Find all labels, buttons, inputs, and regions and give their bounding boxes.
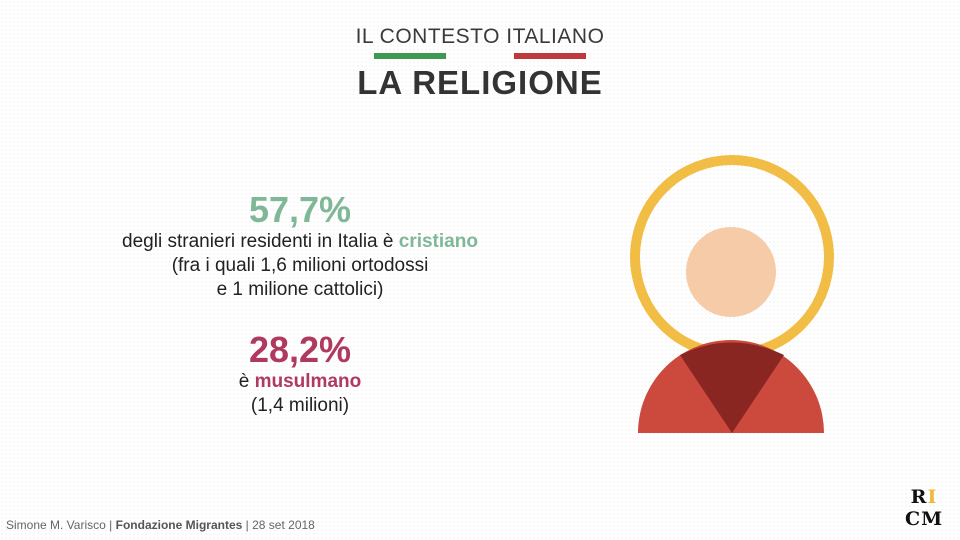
stat-percent: 57,7% <box>248 189 352 230</box>
stat-text: è <box>238 371 255 392</box>
stat-detail: (fra i quali 1,6 milioni ortodossi <box>171 255 429 276</box>
page-title: LA RELIGIONE <box>357 64 603 101</box>
author-name: Simone M. Varisco <box>6 518 106 532</box>
stat-highlight: musulmano <box>254 371 362 392</box>
logo-letter: R <box>910 486 928 508</box>
footer-date: 28 set 2018 <box>252 518 315 532</box>
stat-christian: 57,7% degli stranieri residenti in Itali… <box>100 190 500 302</box>
flag-bar-red <box>514 53 586 59</box>
organization-name: Fondazione Migrantes <box>115 518 243 532</box>
stat-detail: (1,4 milioni) <box>250 395 350 416</box>
stat-detail: e 1 milione cattolici) <box>216 279 384 300</box>
footer-separator: | <box>109 518 113 532</box>
section-kicker: IL CONTESTO ITALIANO <box>355 25 605 48</box>
footer-separator: | <box>245 518 249 532</box>
stat-text: degli stranieri residenti in Italia è <box>122 231 399 252</box>
stat-description: è musulmano <box>100 370 500 394</box>
head <box>686 227 776 317</box>
stat-highlight: cristiano <box>398 231 478 252</box>
logo-letters: CM <box>905 508 944 530</box>
footer-credits: Simone M. Varisco | Fondazione Migrantes… <box>6 518 315 532</box>
logo-letter: I <box>927 486 938 508</box>
stat-description: degli stranieri residenti in Italia è cr… <box>100 230 500 254</box>
stat-muslim: 28,2% è musulmano (1,4 milioni) <box>100 330 500 418</box>
flag-bar-green <box>374 53 446 59</box>
ricm-logo: RI CM <box>905 486 943 530</box>
collar <box>680 342 784 433</box>
stat-percent: 28,2% <box>248 329 352 370</box>
person-with-halo-icon <box>630 155 834 433</box>
